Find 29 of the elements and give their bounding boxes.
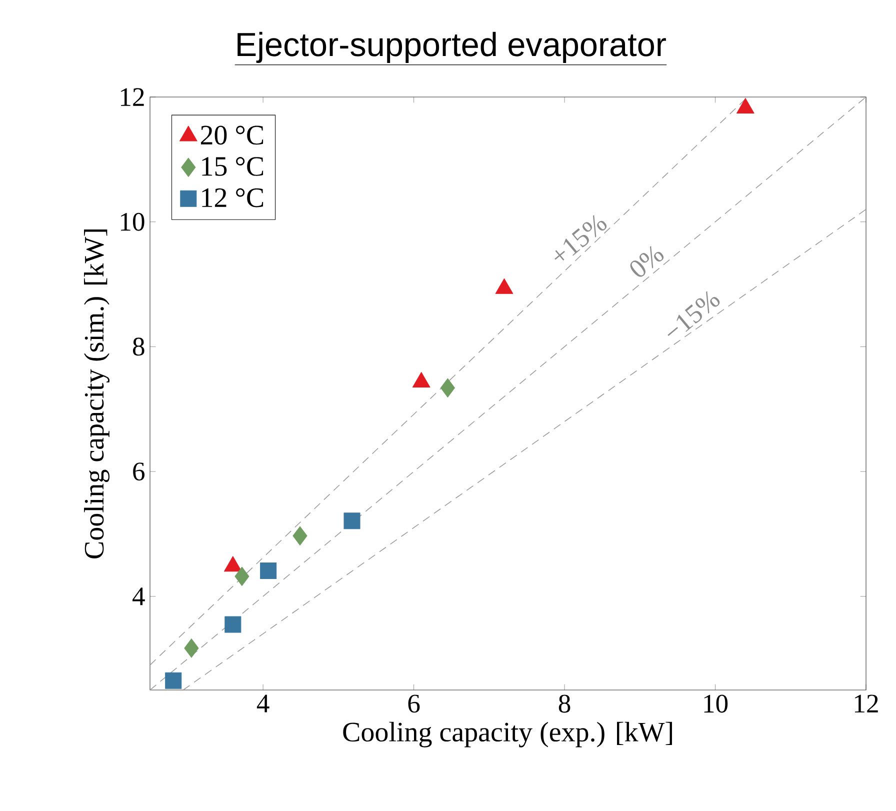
point [184, 638, 199, 658]
point [495, 278, 514, 294]
y-tick-label: 10 [120, 212, 144, 231]
point [260, 562, 277, 580]
point [440, 378, 455, 398]
y-tick-label: 12 [120, 88, 144, 106]
y-tick-label: 8 [132, 338, 144, 356]
x-tick-label: 12 [855, 694, 878, 712]
annotation: −15% [668, 291, 720, 336]
x-tick-label: 10 [704, 694, 728, 713]
point [412, 372, 430, 388]
point [292, 526, 308, 546]
x-tick-label: 8 [558, 694, 570, 713]
point [224, 616, 242, 633]
point [234, 566, 250, 586]
legend-label: 20 °C [200, 126, 264, 145]
y-axis-title: Cooling capacity (sim.) [kW] [84, 230, 110, 558]
chart-title: Ejector-supported evaporator [238, 32, 666, 63]
legend-label: 15 °C [202, 157, 264, 176]
point [344, 512, 360, 530]
x-tick-label: 4 [256, 694, 270, 712]
annotation: 0% [630, 246, 664, 277]
point [165, 672, 182, 689]
point [736, 98, 754, 114]
x-tick-label: 6 [408, 694, 420, 713]
legend-label: 12 °C [202, 188, 264, 208]
y-tick-label: 6 [133, 462, 145, 480]
y-tick-label: 4 [132, 588, 145, 606]
x-axis-title: Cooling capacity (exp.) [kW] [343, 722, 672, 748]
